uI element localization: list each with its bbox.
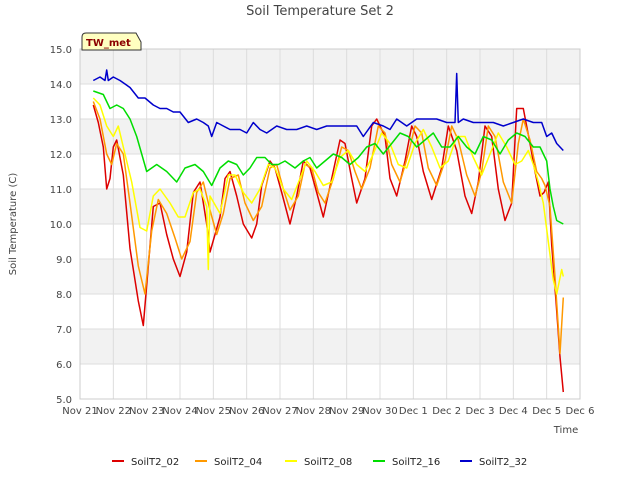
legend-label: SoilT2_04 bbox=[214, 457, 262, 468]
legend-item-SoilT2_32: SoilT2_32 bbox=[460, 457, 527, 468]
legend: SoilT2_02 SoilT2_04 SoilT2_08 SoilT2_16 Soil… bbox=[112, 457, 527, 468]
x-tick-label: Nov 23 bbox=[129, 406, 164, 417]
x-tick-label: Nov 30 bbox=[362, 406, 397, 417]
legend-label: SoilT2_16 bbox=[392, 457, 440, 468]
badge-label: TW_met bbox=[86, 38, 131, 49]
y-tick-label: 8.0 bbox=[56, 290, 72, 301]
legend-label: SoilT2_08 bbox=[304, 457, 352, 468]
series-layer bbox=[92, 69, 565, 393]
chart-title: Soil Temperature Set 2 bbox=[246, 4, 394, 19]
y-tick-label: 12.0 bbox=[50, 150, 72, 161]
x-tick-label: Nov 22 bbox=[96, 406, 131, 417]
plot-background bbox=[80, 49, 580, 364]
legend-item-SoilT2_16: SoilT2_16 bbox=[373, 457, 440, 468]
x-tick-label: Dec 4 bbox=[499, 406, 528, 417]
x-tick-label: Dec 5 bbox=[532, 406, 561, 417]
x-tick-label: Dec 6 bbox=[566, 406, 595, 417]
x-axis-label: Time bbox=[553, 425, 578, 436]
y-axis-label: Soil Temperature (C) bbox=[8, 173, 19, 276]
x-tick-label: Nov 24 bbox=[162, 406, 197, 417]
x-tick-label: Nov 25 bbox=[196, 406, 231, 417]
y-tick-label: 9.0 bbox=[56, 255, 72, 266]
y-tick-label: 15.0 bbox=[50, 45, 72, 56]
y-tick-label: 5.0 bbox=[56, 395, 72, 406]
x-tick-label: Dec 1 bbox=[399, 406, 428, 417]
x-tick-label: Nov 29 bbox=[329, 406, 364, 417]
x-tick-label: Dec 3 bbox=[466, 406, 495, 417]
legend-item-SoilT2_02: SoilT2_02 bbox=[112, 457, 179, 468]
x-tick-label: Nov 28 bbox=[296, 406, 331, 417]
x-tick-label: Nov 26 bbox=[229, 406, 264, 417]
x-tick-label: Nov 21 bbox=[62, 406, 97, 417]
grid-band bbox=[80, 329, 580, 364]
series-line-SoilT2_32 bbox=[92, 69, 564, 152]
legend-item-SoilT2_04: SoilT2_04 bbox=[195, 457, 262, 468]
legend-item-SoilT2_08: SoilT2_08 bbox=[285, 457, 352, 468]
x-tick-label: Dec 2 bbox=[432, 406, 461, 417]
series-line-SoilT2_08 bbox=[92, 97, 565, 295]
y-tick-label: 6.0 bbox=[56, 360, 72, 371]
y-tick-label: 11.0 bbox=[50, 185, 72, 196]
x-tick-label: Nov 27 bbox=[262, 406, 297, 417]
y-tick-label: 13.0 bbox=[50, 115, 72, 126]
y-tick-labels: 5.0 6.0 7.0 8.0 9.0 10.0 11.0 12.0 13.0 14.0 15.0 bbox=[50, 45, 72, 406]
y-tick-label: 7.0 bbox=[56, 325, 72, 336]
y-tick-label: 10.0 bbox=[50, 220, 72, 231]
station-badge: TW_met bbox=[81, 32, 142, 51]
grid-band bbox=[80, 49, 580, 84]
legend-label: SoilT2_02 bbox=[131, 457, 179, 468]
y-tick-label: 14.0 bbox=[50, 80, 72, 91]
badge-shape bbox=[81, 32, 142, 51]
plot-border bbox=[79, 48, 581, 400]
series-line-SoilT2_16 bbox=[93, 90, 564, 225]
grid-band bbox=[80, 119, 580, 154]
legend-label: SoilT2_32 bbox=[479, 457, 527, 468]
grid-band bbox=[80, 259, 580, 294]
